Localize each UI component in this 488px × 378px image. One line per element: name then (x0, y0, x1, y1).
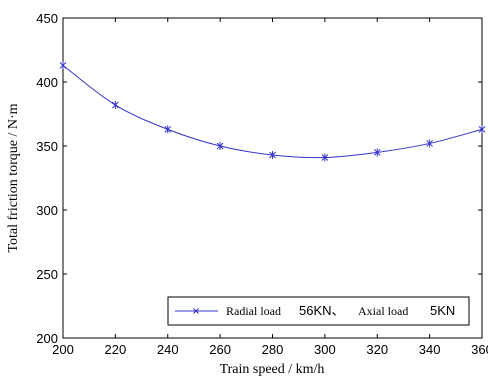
data-point-marker (478, 125, 486, 134)
y-axis-title: Total friction torque / N·m (6, 103, 21, 252)
legend-label-radial: Radial load (226, 304, 281, 318)
series-line (62, 64, 483, 159)
x-tick-label: 240 (157, 342, 179, 357)
data-point-marker (164, 125, 172, 134)
x-tick-label: 360 (471, 342, 488, 357)
legend-label-axial: Axial load (358, 304, 408, 318)
data-point-marker (112, 101, 119, 110)
y-tick-label: 250 (36, 267, 58, 282)
data-point-marker (373, 148, 381, 157)
legend-value-axial: 5KN (430, 303, 455, 318)
legend-value-radial: 56KN、 (299, 303, 345, 318)
axes-frame (62, 17, 483, 339)
x-tick-label: 280 (262, 342, 284, 357)
data-point-marker (269, 150, 276, 159)
x-tick-label: 200 (52, 342, 74, 357)
legend-box (167, 296, 470, 326)
data-point-marker (59, 61, 67, 70)
y-tick-label: 350 (36, 139, 58, 154)
data-point-marker (216, 142, 224, 150)
legend-marker-sample (193, 308, 199, 314)
y-tick-label: 200 (36, 331, 58, 346)
x-tick-label: 320 (366, 342, 388, 357)
x-tick-label: 300 (314, 342, 336, 357)
y-tick-label: 300 (36, 203, 58, 218)
y-tick-label: 400 (36, 75, 58, 90)
y-tick-label: 450 (36, 11, 58, 26)
data-point-marker (321, 153, 329, 162)
plot-border (62, 17, 483, 339)
series (59, 61, 486, 162)
data-point-marker (426, 139, 433, 148)
legend: Radial load 56KN、 Axial load 5KN (167, 296, 470, 326)
x-axis-title: Train speed / km/h (220, 362, 325, 377)
x-tick-label: 260 (209, 342, 231, 357)
x-tick-label: 220 (105, 342, 127, 357)
ticks: 200 220 240 260 280 300 320 340 360 200 250 300 350 4… (36, 11, 488, 357)
x-tick-label: 340 (419, 342, 441, 357)
